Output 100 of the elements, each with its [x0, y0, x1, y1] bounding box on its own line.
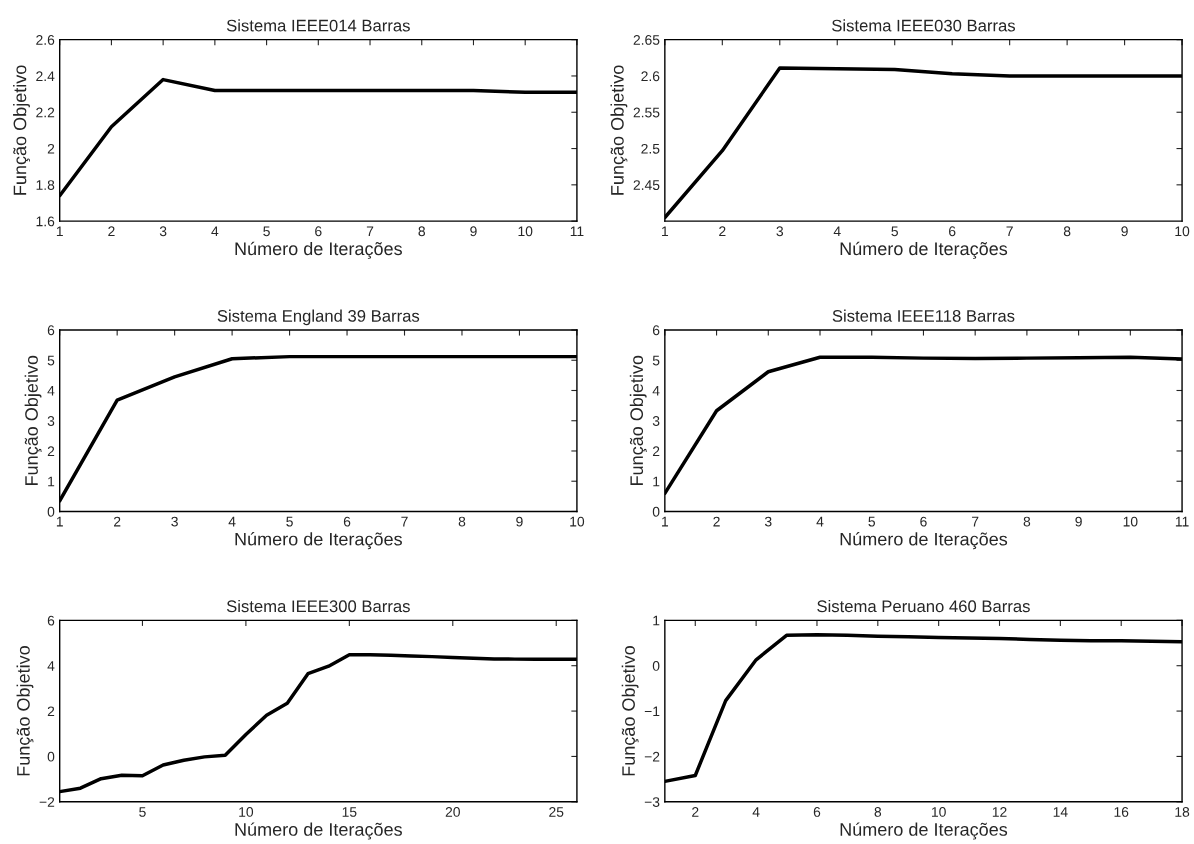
y-tick-label: 0 — [47, 751, 55, 762]
x-tick-label: 4 — [228, 516, 236, 527]
x-tick-label: 3 — [159, 226, 167, 237]
chart-title: Sistema IEEE118 Barras — [832, 309, 1015, 322]
y-axis-title: Função Objetivo — [629, 355, 647, 485]
x-tick-label: 1 — [56, 516, 63, 527]
x-tick-label: 7 — [1006, 226, 1013, 237]
y-tick-label: −3 — [644, 797, 660, 807]
x-tick-label: 5 — [263, 226, 270, 237]
x-tick-label: 4 — [211, 226, 219, 237]
x-tick-label: 8 — [458, 516, 466, 527]
x-tick-label: 2 — [108, 226, 115, 237]
y-tick-label: 4 — [47, 385, 55, 396]
y-tick-label: 1 — [48, 476, 55, 487]
y-tick-label: 2.65 — [633, 35, 660, 45]
x-tick-label: 3 — [764, 516, 772, 527]
x-tick-label: 5 — [286, 516, 293, 527]
y-tick-label: 4 — [47, 661, 55, 671]
x-tick-label: 9 — [1075, 516, 1082, 527]
x-tick-label: 14 — [1053, 807, 1068, 817]
y-tick-label: 4 — [652, 385, 660, 396]
x-tick-label: 4 — [752, 807, 760, 817]
x-tick-label: 10 — [518, 226, 533, 237]
x-axis-title: Número de Iterações — [235, 241, 402, 259]
chart-title: Sistema IEEE030 Barras — [832, 19, 1016, 32]
chart-title: Sistema IEEE014 Barras — [226, 19, 410, 32]
x-tick-label: 6 — [949, 226, 956, 237]
x-tick-label: 7 — [366, 226, 374, 237]
x-tick-label: 9 — [1121, 226, 1128, 237]
x-tick-label: 7 — [401, 516, 408, 527]
x-tick-label: 8 — [874, 807, 882, 817]
x-tick-label: 1 — [56, 226, 63, 237]
x-tick-label: 9 — [516, 516, 523, 527]
x-tick-label: 10 — [932, 807, 946, 817]
y-tick-label: −2 — [644, 751, 660, 762]
x-axis-title: Número de Iterações — [840, 532, 1008, 550]
x-tick-label: 8 — [1063, 226, 1071, 237]
y-tick-label: 1.8 — [36, 180, 55, 191]
y-tick-label: 1 — [653, 476, 660, 487]
y-tick-label: 1 — [653, 615, 660, 626]
x-tick-label: 5 — [139, 807, 146, 817]
x-tick-label: 15 — [342, 807, 357, 817]
y-tick-label: 2.6 — [641, 71, 660, 82]
x-tick-label: 4 — [833, 226, 841, 237]
x-tick-label: 10 — [1123, 516, 1138, 527]
chart-title: Sistema Peruano 460 Barras — [817, 599, 1030, 613]
x-tick-label: 10 — [239, 807, 254, 817]
y-tick-label: 6 — [652, 325, 660, 336]
y-tick-label: 2.6 — [36, 35, 55, 45]
y-axis-title: Função Objetivo — [13, 65, 30, 195]
x-axis-title: Número de Iterações — [235, 532, 402, 550]
x-tick-label: 5 — [891, 226, 898, 237]
y-tick-label: 0 — [652, 661, 660, 671]
x-tick-label: 3 — [776, 226, 784, 237]
x-tick-label: 9 — [470, 226, 477, 237]
y-tick-label: 2 — [47, 446, 55, 457]
x-tick-label: 1 — [662, 226, 669, 237]
y-tick-label: 3 — [652, 416, 660, 426]
y-tick-label: 6 — [47, 325, 55, 336]
x-tick-label: 1 — [662, 516, 669, 527]
x-tick-label: 6 — [813, 807, 821, 817]
y-tick-label: 0 — [47, 506, 55, 517]
x-axis-title: Número de Iterações — [840, 822, 1008, 840]
y-tick-label: 0 — [652, 506, 660, 517]
x-tick-label: 5 — [868, 516, 876, 527]
y-tick-label: 5 — [652, 355, 660, 366]
x-tick-label: 12 — [992, 807, 1007, 817]
y-tick-label: −1 — [644, 706, 660, 717]
y-tick-label: 2.4 — [36, 71, 55, 81]
y-axis-title: Função Objetivo — [16, 646, 34, 776]
x-tick-label: 2 — [692, 807, 699, 817]
x-tick-label: 16 — [1114, 807, 1129, 817]
x-tick-label: 20 — [445, 807, 460, 817]
x-tick-label: 2 — [114, 516, 121, 527]
y-tick-label: 2.5 — [641, 143, 660, 154]
chart-title: Sistema England 39 Barras — [217, 309, 420, 326]
x-axis-title: Número de Iterações — [235, 822, 402, 840]
y-tick-label: 3 — [47, 416, 55, 426]
x-tick-label: 10 — [570, 516, 585, 527]
y-tick-label: 2.45 — [633, 180, 660, 191]
y-tick-label: 2 — [652, 446, 660, 457]
x-tick-label: 7 — [972, 516, 979, 527]
y-tick-label: 2 — [47, 143, 55, 154]
x-tick-label: 6 — [920, 516, 927, 527]
y-tick-label: 6 — [47, 615, 55, 626]
y-axis-title: Função Objetivo — [610, 65, 628, 195]
x-tick-label: 6 — [343, 516, 351, 527]
y-tick-label: 1.6 — [36, 216, 55, 227]
y-axis-title: Função Objetivo — [24, 355, 42, 485]
x-tick-label: 2 — [719, 226, 726, 237]
chart-title: Sistema IEEE300 Barras — [226, 599, 410, 613]
x-tick-label: 10 — [1175, 226, 1190, 237]
y-tick-label: 2.2 — [36, 107, 55, 118]
y-tick-label: 2 — [47, 706, 55, 717]
x-tick-label: 25 — [549, 807, 564, 817]
x-tick-label: 3 — [171, 516, 178, 527]
y-tick-label: 2.55 — [633, 107, 660, 118]
x-tick-label: 4 — [816, 516, 824, 527]
x-tick-label: 8 — [418, 226, 426, 237]
x-tick-label: 6 — [315, 226, 322, 237]
